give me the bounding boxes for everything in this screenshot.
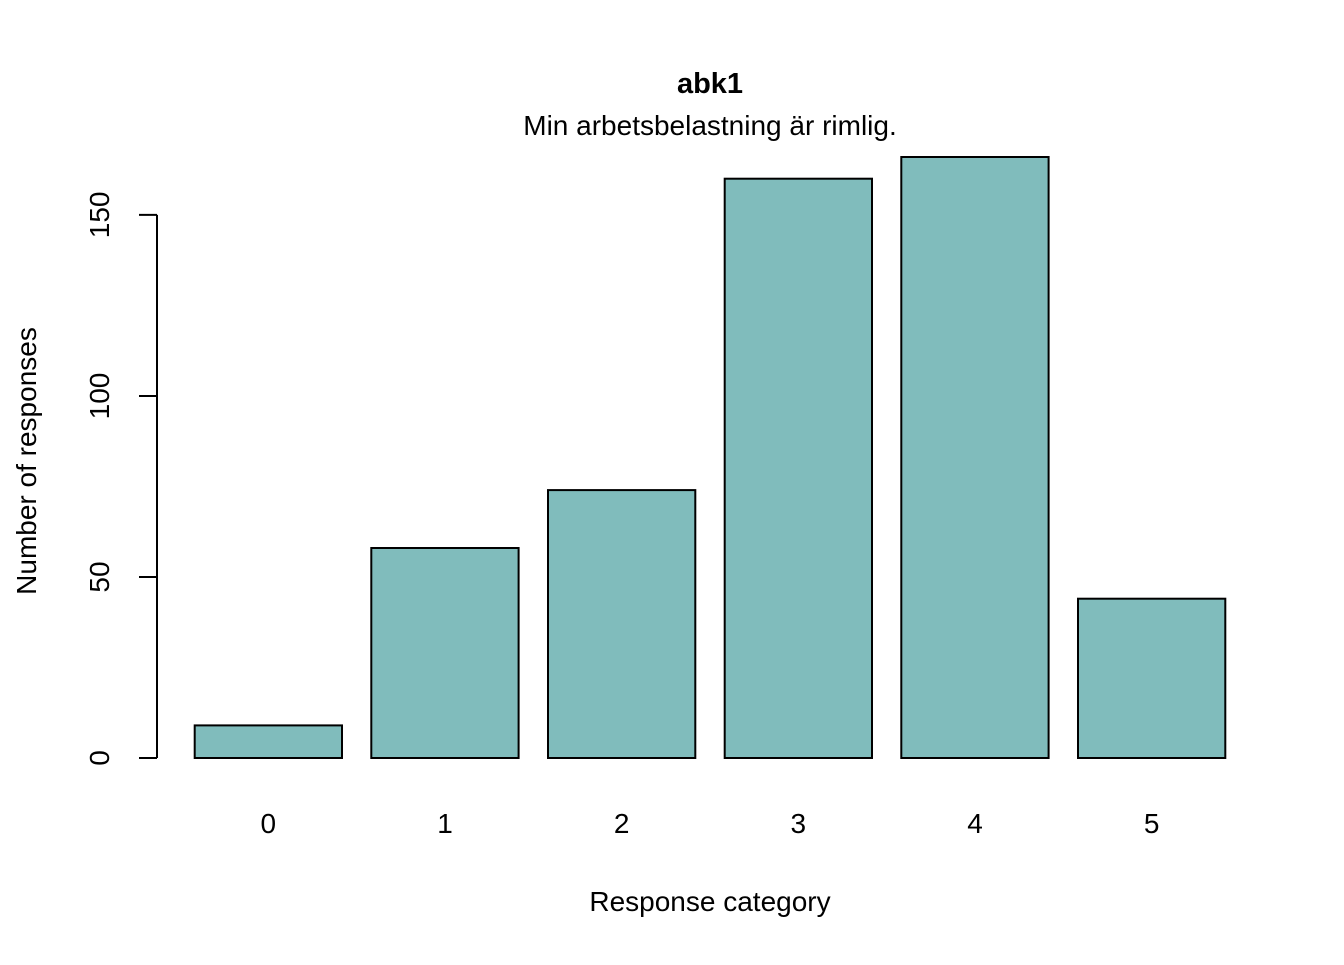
y-axis: 0 50 100 150 xyxy=(84,192,158,766)
x-tick-labels: 0 1 2 3 4 5 xyxy=(261,808,1160,839)
x-tick-label: 1 xyxy=(437,808,453,839)
x-tick-label: 5 xyxy=(1144,808,1160,839)
x-tick-label: 3 xyxy=(791,808,807,839)
bar-2 xyxy=(547,489,697,759)
x-axis-label: Response category xyxy=(589,886,830,917)
chart-title: abk1 xyxy=(677,68,743,100)
chart-subtitle: Min arbetsbelastning är rimlig. xyxy=(523,110,897,141)
bar-0 xyxy=(193,724,343,760)
x-tick-label: 2 xyxy=(614,808,630,839)
y-tick-label: 50 xyxy=(84,561,115,592)
bars-group xyxy=(193,156,1227,760)
bar-5 xyxy=(1077,597,1227,760)
y-tick-label: 0 xyxy=(84,750,115,766)
bar-4 xyxy=(900,156,1050,759)
bar-3 xyxy=(723,177,874,759)
x-tick-label: 4 xyxy=(967,808,983,839)
x-tick-label: 0 xyxy=(261,808,277,839)
y-tick-label: 150 xyxy=(84,192,115,239)
bar-1 xyxy=(370,547,520,759)
y-axis-label: Number of responses xyxy=(11,327,42,595)
y-tick-label: 100 xyxy=(84,373,115,420)
